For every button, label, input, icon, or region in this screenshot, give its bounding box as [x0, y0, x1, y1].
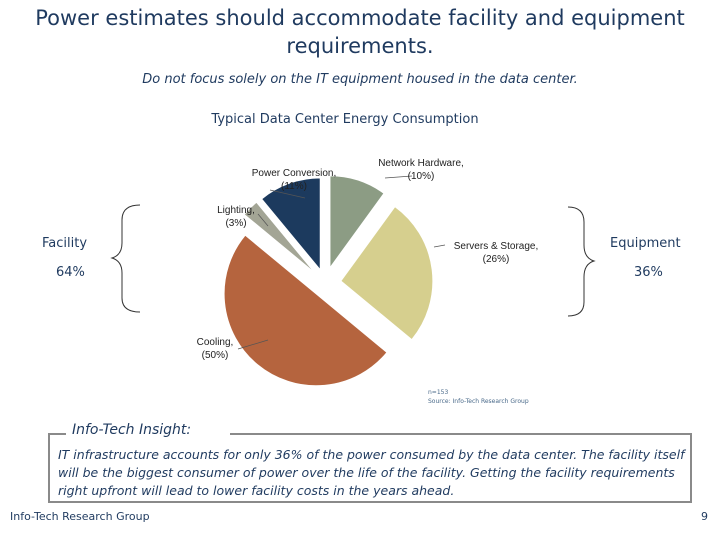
- leader-line: [269, 189, 306, 199]
- footer-organization: Info-Tech Research Group: [10, 510, 150, 523]
- pie-slice-cooling: [223, 234, 388, 387]
- pie-slice-network-hardware: [329, 175, 385, 270]
- slice-label: Lighting,: [217, 205, 255, 216]
- slide-subtitle: Do not focus solely on the IT equipment …: [142, 72, 578, 87]
- slide-title: Power estimates should accommodate facil…: [35, 6, 685, 58]
- chart-source: n=153 Source: Info-Tech Research Group: [428, 388, 529, 406]
- insight-body: IT infrastructure accounts for only 36% …: [58, 447, 685, 498]
- pie-slice-servers-storage: [340, 205, 434, 341]
- slice-value-label: (50%): [202, 350, 229, 361]
- slice-value-label: (11%): [281, 181, 307, 192]
- leader-line: [433, 244, 446, 248]
- chart-title: Typical Data Center Energy Consumption: [211, 112, 479, 127]
- facility-label: Facility: [42, 236, 88, 251]
- insight-border-right: [230, 433, 692, 435]
- equipment-label: Equipment: [610, 236, 681, 251]
- slice-label: Network Hardware,: [378, 158, 464, 169]
- leader-line: [257, 213, 269, 227]
- sample-size: n=153: [428, 389, 449, 396]
- pie-slice-power-conversion: [260, 177, 321, 272]
- equipment-brace: [567, 206, 596, 317]
- slice-value-label: (3%): [225, 218, 246, 229]
- leader-line: [237, 339, 269, 350]
- page-number: 9: [701, 510, 708, 523]
- slice-value-label: (10%): [408, 171, 435, 182]
- slice-label: Cooling,: [197, 337, 234, 348]
- equipment-percent: 36%: [634, 265, 663, 280]
- insight-border-left: [48, 433, 66, 435]
- facility-brace: [110, 204, 141, 313]
- insight-heading: Info-Tech Insight:: [72, 422, 192, 438]
- source-text: Source: Info-Tech Research Group: [428, 398, 529, 405]
- leader-line: [384, 175, 413, 179]
- pie-slice-lighting: [243, 201, 316, 274]
- insight-box: [48, 435, 692, 503]
- slice-label: Power Conversion,: [252, 168, 336, 179]
- slice-value-label: (26%): [483, 254, 510, 265]
- facility-percent: 64%: [56, 265, 85, 280]
- slice-label: Servers & Storage,: [454, 241, 538, 252]
